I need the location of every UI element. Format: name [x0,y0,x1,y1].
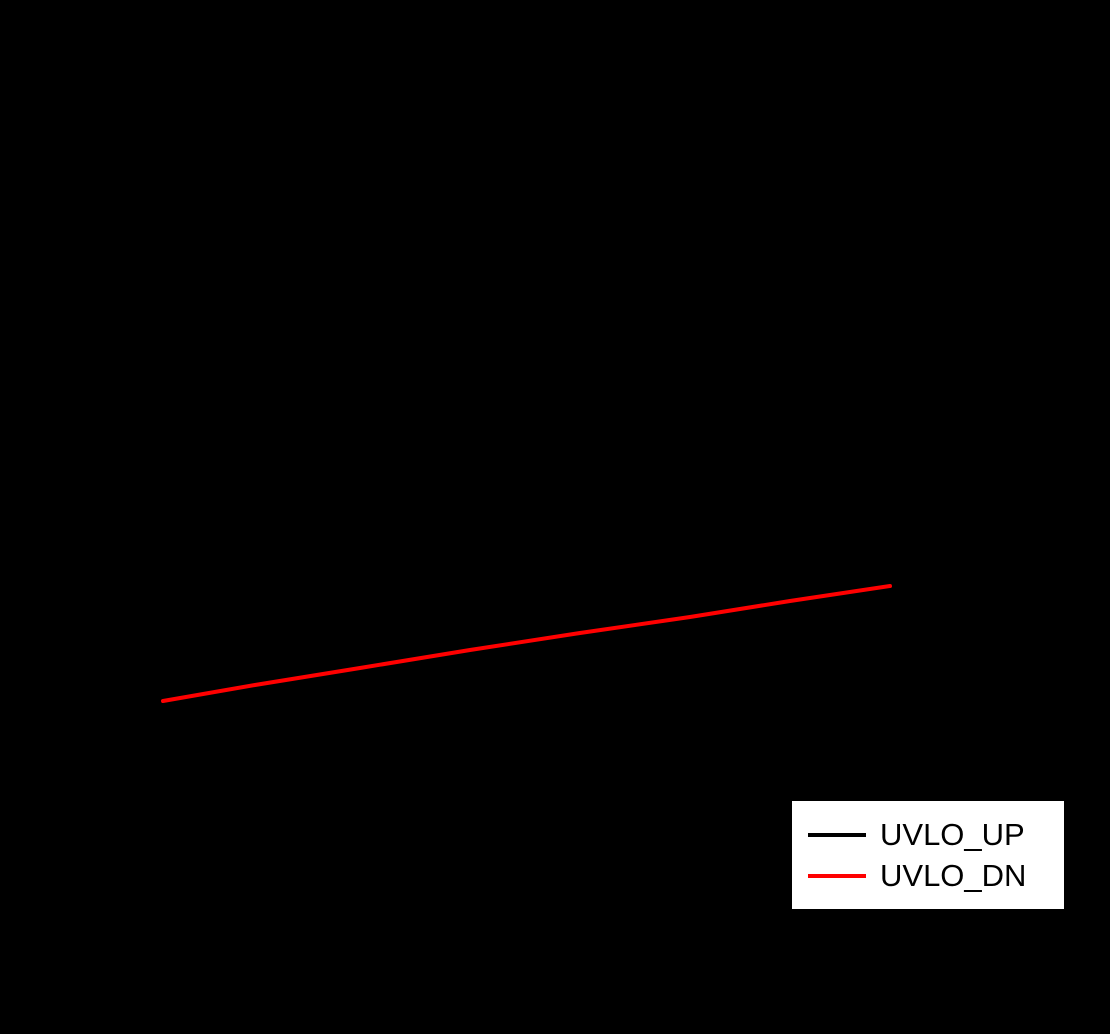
legend-label-uvlo-up: UVLO_UP [880,817,1025,852]
legend: UVLO_UP UVLO_DN [790,799,1066,911]
uvlo-dn-line-swatch-icon [808,873,866,878]
series-line-uvlo_dn [161,584,892,703]
legend-entry-uvlo-up: UVLO_UP [808,819,1064,850]
legend-entry-uvlo-dn: UVLO_DN [808,860,1064,891]
uvlo-up-line-swatch-icon [808,832,866,837]
legend-label-uvlo-dn: UVLO_DN [880,858,1027,893]
